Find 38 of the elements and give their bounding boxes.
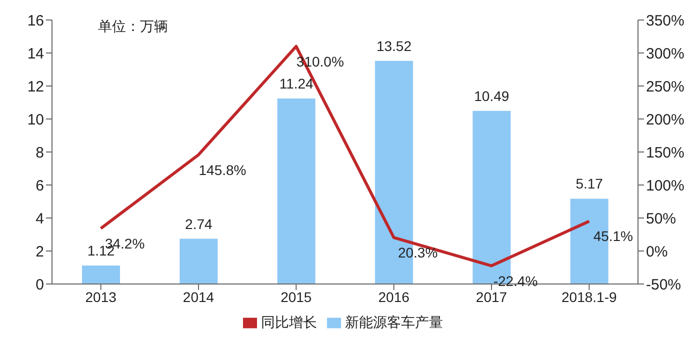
y2-tick-label: -50% [646,276,682,294]
y-tick-label: 14 [27,45,44,62]
data-label: 2.74 [185,216,213,232]
x-tick-label: 2013 [85,288,117,305]
y-tick-label: 10 [27,111,44,128]
bar [82,266,120,284]
x-tick-label: 2014 [182,288,214,305]
data-label: 11.24 [279,76,314,92]
bar [180,238,218,284]
y-tick-label: 12 [27,78,44,96]
y-tick-label: 4 [36,210,44,228]
y-tick-label: 2 [36,243,44,260]
y-tick-label: 0 [36,276,44,294]
y-tick-label: 8 [36,144,44,162]
data-label: 13.52 [376,38,412,54]
y2-tick-label: 150% [646,144,684,162]
x-tick-label: 2016 [378,288,410,305]
y2-tick-label: 250% [646,78,684,96]
data-label: 45.1% [593,228,634,244]
annotation: 单位：万辆 [98,18,168,36]
y2-tick-label: 300% [646,45,684,62]
y2-tick-label: 100% [646,177,684,194]
x-tick-label: 2017 [476,288,508,305]
x-tick-label: 2018.1-9 [562,288,618,305]
y2-tick-label: 350% [646,12,684,30]
data-label: 10.49 [474,88,510,104]
y2-tick-label: 200% [646,111,684,128]
y-tick-label: 16 [27,12,44,30]
data-label: 5.17 [576,176,604,192]
data-label: 145.8% [198,162,246,178]
y-tick-label: 6 [36,177,44,194]
bar [277,98,316,284]
data-label: 20.3% [398,244,438,261]
legend-label: 新能源客车产量 [345,314,443,330]
y2-tick-label: 50% [646,210,676,228]
legend-label: 同比增长 [261,314,317,330]
x-tick-label: 2015 [280,288,312,305]
y2-tick-label: 0% [646,243,668,260]
